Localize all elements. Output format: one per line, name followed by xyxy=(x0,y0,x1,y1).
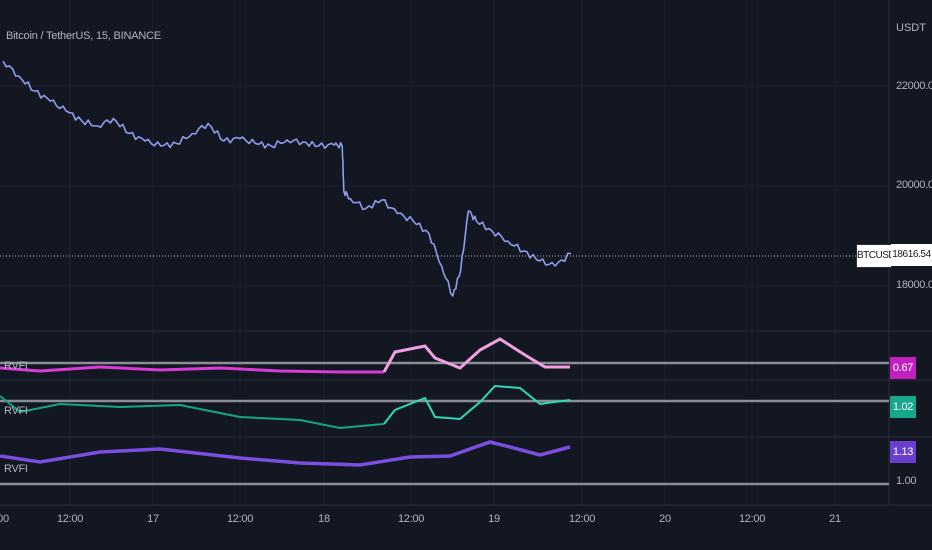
indicator-label: RVFI xyxy=(4,360,28,372)
indicator-line xyxy=(0,365,384,374)
time-tick: 21 xyxy=(829,513,841,525)
price-tick: 22000.00 xyxy=(896,80,932,92)
indicator-line xyxy=(0,395,385,430)
price-line xyxy=(2,60,572,297)
time-tick: 17 xyxy=(147,513,159,525)
baseline-value-label: 1.00 xyxy=(896,475,917,487)
price-tick: 20000.00 xyxy=(896,179,932,191)
indicator-line xyxy=(0,440,571,467)
currency-label: USDT xyxy=(896,22,926,34)
time-tick: 18 xyxy=(318,513,330,525)
pane-separators xyxy=(0,0,932,506)
indicator-value-badge: 0.67 xyxy=(890,357,916,379)
indicator-line xyxy=(382,337,570,373)
time-tick: 12:00 xyxy=(397,513,425,525)
grid-lines xyxy=(0,0,888,505)
price-tick: 18000.00 xyxy=(896,279,932,291)
price-series xyxy=(2,60,572,297)
time-tick: 12:00 xyxy=(738,513,766,525)
time-tick: 19 xyxy=(488,513,500,525)
time-tick: 20 xyxy=(659,513,671,525)
time-tick: 12:00 xyxy=(568,513,596,525)
indicator-series xyxy=(0,337,571,467)
symbol-tag: BTCUSDT xyxy=(856,244,901,268)
indicator-value-badge: 1.13 xyxy=(890,441,916,463)
indicator-line xyxy=(383,384,571,425)
time-tick: 00 xyxy=(0,513,9,525)
time-tick: 12:00 xyxy=(56,513,84,525)
last-price-tag: 18616.54 xyxy=(891,244,932,266)
indicator-label: RVFI xyxy=(4,463,28,475)
indicator-label: RVFI xyxy=(4,405,28,417)
time-tick: 12:00 xyxy=(226,513,254,525)
chart-title: Bitcoin / TetherUS, 15, BINANCE xyxy=(6,30,161,42)
indicator-value-badge: 1.02 xyxy=(890,396,916,418)
